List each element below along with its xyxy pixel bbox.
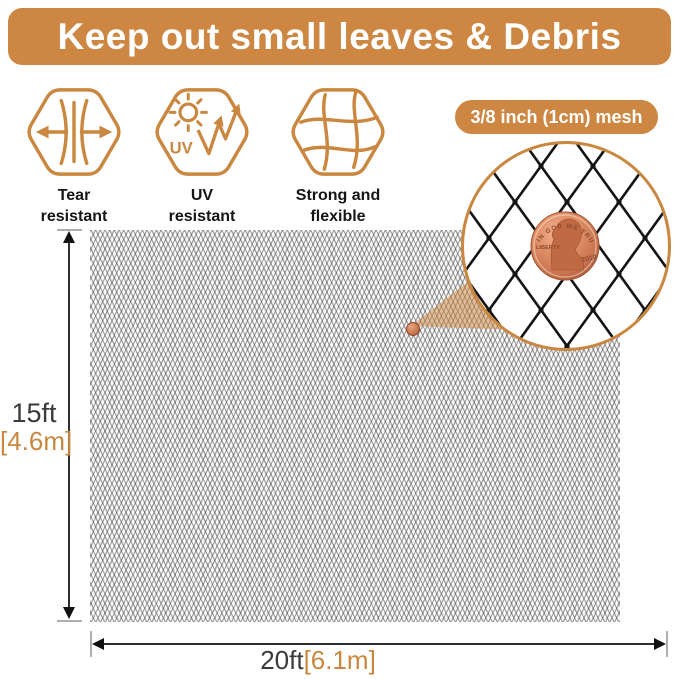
- mesh-size-badge: 3/8 inch (1cm) mesh: [455, 100, 658, 134]
- arrow-left-icon: [92, 638, 104, 650]
- net-weave-lines: [299, 91, 379, 171]
- mesh-size-label: 3/8 inch (1cm) mesh: [470, 106, 643, 127]
- feature-label-line2: resistant: [40, 208, 108, 225]
- feature-label-line1: Tear: [57, 187, 91, 204]
- callout-dot: [406, 322, 420, 336]
- coin-liberty: LIBERTY: [536, 245, 560, 251]
- arrow-down-icon: [63, 607, 75, 619]
- uv-icon-text: UV: [170, 139, 193, 158]
- strong-flexible-icon: [291, 88, 385, 176]
- feature-label-tear: Tear resistant: [4, 185, 144, 227]
- uv-resistant-icon: UV: [155, 88, 249, 176]
- width-metric: [6.1m]: [303, 645, 376, 675]
- dim-height-line: [68, 234, 70, 608]
- feature-label-line1: UV: [190, 187, 214, 204]
- banner-title: Keep out small leaves & Debris: [57, 15, 622, 57]
- coin-year: 2010: [581, 254, 597, 264]
- height-imperial: 15ft: [11, 398, 57, 428]
- feature-label-line2: resistant: [168, 208, 236, 225]
- sun-rays: [168, 92, 208, 132]
- tear-resistant-icon: [27, 88, 121, 176]
- lincoln-bust: [550, 218, 584, 271]
- arrow-up-icon: [63, 231, 75, 243]
- dim-width-cap-left: [90, 631, 92, 657]
- width-dimension-label: 20ft[6.1m]: [168, 646, 468, 674]
- dim-width-cap-right: [666, 631, 668, 657]
- height-dimension-label: 15ft [4.6m]: [0, 398, 73, 456]
- dim-height-cap-bottom: [57, 620, 82, 622]
- dim-height-cap-top: [57, 229, 82, 231]
- feature-label-flexible: Strong and flexible: [268, 185, 408, 227]
- feature-label-line2: flexible: [310, 208, 366, 225]
- banner: Keep out small leaves & Debris: [8, 8, 671, 65]
- height-metric: [4.6m]: [0, 426, 73, 456]
- feature-label-uv: UV resistant: [132, 185, 272, 227]
- feature-label-line1: Strong and: [295, 187, 381, 204]
- magnifier-inset: IN GOD WE TRUST LIBERTY 2010: [461, 141, 671, 351]
- dim-width-line: [96, 643, 662, 645]
- magnified-net: IN GOD WE TRUST LIBERTY 2010: [464, 144, 668, 348]
- arrow-right-icon: [654, 638, 666, 650]
- width-imperial: 20ft: [260, 645, 304, 675]
